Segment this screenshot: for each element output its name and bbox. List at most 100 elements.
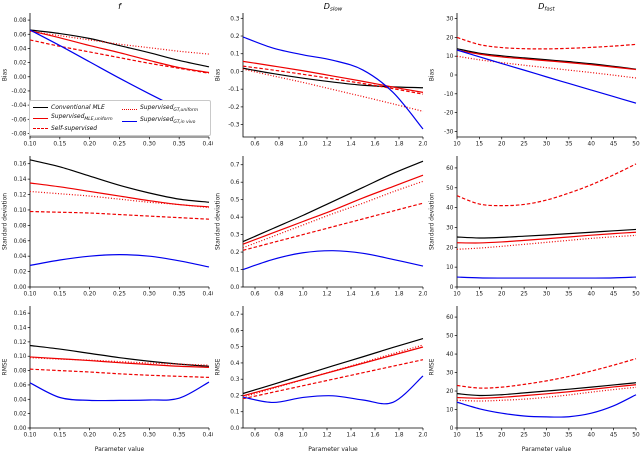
legend-line-sample — [33, 117, 48, 119]
series-line-supervised-gt-invivo — [456, 394, 637, 418]
plot-dfast-std: 10 15 20 25 30 35 40 45 506050403020100Standard … — [429, 156, 640, 298]
x-axis-label: Parameter value — [308, 446, 358, 453]
series-line-supervised-gt-invivo — [456, 49, 637, 104]
y-tick-label: 0.1 — [230, 410, 240, 416]
series-line-supervised-gt-uniform — [456, 55, 637, 79]
y-tick-label: 30 — [446, 17, 454, 23]
x-tick-label: 20 — [498, 292, 506, 298]
y-axis-label: RMSE — [215, 358, 222, 375]
x-tick-label: 40 — [588, 292, 596, 298]
axis-spines — [456, 156, 636, 288]
y-tick-label: 0.04 — [14, 397, 27, 403]
plot-dfast-rmse: 10 15 20 25 30 35 40 45 506050403020100RMSEParam… — [429, 306, 640, 453]
y-tick-label: 0.02 — [14, 61, 27, 67]
y-tick-label: 0.0 — [230, 426, 240, 432]
x-tick-label: 0.30 — [143, 142, 156, 148]
y-tick-label: 60 — [446, 315, 454, 321]
series-line-self-supervised — [456, 163, 637, 207]
x-tick-label: 1.8 — [394, 142, 404, 148]
y-axis-label: RMSE — [429, 358, 436, 375]
y-tick-label: -0.02 — [12, 89, 27, 95]
x-axis-label: Parameter value — [95, 446, 145, 453]
y-tick-label: 0.0 — [230, 69, 240, 75]
series-line-self-supervised — [242, 202, 424, 251]
y-tick-label: 0.00 — [14, 75, 27, 81]
series-line-supervised-gt-uniform — [29, 190, 210, 209]
y-tick-label: 0.2 — [230, 393, 240, 399]
y-tick-label: 30 — [446, 371, 454, 377]
series-line-conventional-mle — [242, 337, 424, 395]
x-tick-label: 1.6 — [370, 142, 380, 148]
x-tick-label: 0.30 — [143, 433, 156, 439]
series-line-supervised-gt-invivo — [242, 250, 424, 271]
x-axis-label: Parameter value — [522, 446, 572, 453]
legend-entry-supervised-gt-uniform: SupervisedGT,uniform — [122, 103, 207, 115]
y-axis-label: Standard deviation — [215, 193, 222, 250]
x-tick-label: 1.4 — [346, 433, 356, 439]
y-tick-label: 20 — [446, 389, 454, 395]
y-tick-label: 0.02 — [14, 270, 27, 276]
panel-title: Dfast — [538, 2, 555, 13]
x-tick-label: 1.2 — [322, 433, 332, 439]
y-axis-label: Standard deviation — [2, 193, 9, 250]
panel-dslow-rmse: 0.6 0.8 1.0 1.2 1.4 1.6 1.8 2.0 0.7 0.6 0.5 0.4 0.3 0… — [213, 301, 427, 454]
x-tick-label: 45 — [610, 433, 618, 439]
x-tick-label: 1.0 — [298, 433, 308, 439]
y-axis-label: Bias — [215, 69, 222, 82]
y-tick-label: 0.4 — [230, 215, 240, 221]
series-line-supervised-gt-invivo — [242, 36, 424, 130]
y-tick-label: 0.3 — [230, 377, 240, 383]
x-tick-label: 0.40 — [203, 433, 213, 439]
x-tick-label: 15 — [476, 433, 484, 439]
series-line-self-supervised — [242, 65, 424, 95]
y-tick-label: 0.04 — [14, 46, 27, 52]
x-tick-label: 25 — [520, 142, 528, 148]
x-tick-label: 0.6 — [250, 433, 260, 439]
series-line-supervised-gt-invivo — [242, 375, 424, 405]
y-tick-label: 10 — [446, 265, 454, 271]
series-line-supervised-mle-uniform — [242, 60, 424, 93]
legend-label: SupervisedMLE,uniform — [51, 113, 113, 123]
y-tick-label: 50 — [446, 186, 454, 192]
y-tick-label: 10 — [446, 54, 454, 60]
y-tick-label: 0.2 — [230, 34, 240, 40]
series-line-supervised-mle-uniform — [456, 231, 637, 244]
x-tick-label: 20 — [498, 433, 506, 439]
series-line-supervised-gt-uniform — [29, 357, 210, 366]
series-line-self-supervised — [242, 359, 424, 400]
series-line-supervised-gt-invivo — [29, 381, 210, 402]
x-tick-label: 0.25 — [113, 433, 126, 439]
legend-line-sample — [33, 107, 48, 108]
y-tick-label: 0.02 — [14, 412, 27, 418]
x-tick-label: 0.10 — [24, 142, 37, 148]
y-tick-label: 0.00 — [14, 285, 27, 291]
legend-label: Conventional MLE — [51, 104, 105, 111]
x-tick-label: 10 — [453, 433, 461, 439]
x-tick-label: 50 — [632, 142, 640, 148]
y-tick-label: 40 — [446, 352, 454, 358]
x-tick-label: 2.0 — [418, 142, 427, 148]
x-tick-label: 0.40 — [203, 292, 213, 298]
series-line-supervised-mle-uniform — [29, 356, 210, 368]
x-tick-label: 10 — [453, 142, 461, 148]
x-tick-label: 0.20 — [83, 433, 96, 439]
x-tick-label: 30 — [543, 292, 551, 298]
y-axis-label: Bias — [429, 69, 436, 82]
panel-dfast-bias: 10 15 20 25 30 35 40 45 50 30 20 10 0 -10 -20 -30 Dfast B… — [427, 0, 640, 151]
x-tick-label: 0.10 — [24, 292, 37, 298]
x-tick-label: 0.35 — [173, 433, 186, 439]
x-tick-label: 0.30 — [143, 292, 156, 298]
x-tick-label: 30 — [543, 142, 551, 148]
x-tick-label: 1.6 — [370, 433, 380, 439]
y-tick-label: 0 — [450, 426, 454, 432]
y-tick-label: -0.3 — [228, 123, 240, 129]
y-tick-label: 0.12 — [14, 340, 27, 346]
y-tick-label: 0 — [450, 73, 454, 79]
series-line-self-supervised — [29, 368, 210, 379]
axis-spines — [242, 306, 423, 429]
plot-f-rmse: 0.10 0.15 0.20 0.25 0.30 0.35 0.40 0.16 0.14 0.12… — [2, 306, 213, 453]
axis-spines — [29, 156, 209, 288]
y-tick-label: 0.6 — [230, 328, 240, 334]
series-line-supervised-mle-uniform — [242, 174, 424, 245]
x-tick-label: 1.4 — [346, 292, 356, 298]
